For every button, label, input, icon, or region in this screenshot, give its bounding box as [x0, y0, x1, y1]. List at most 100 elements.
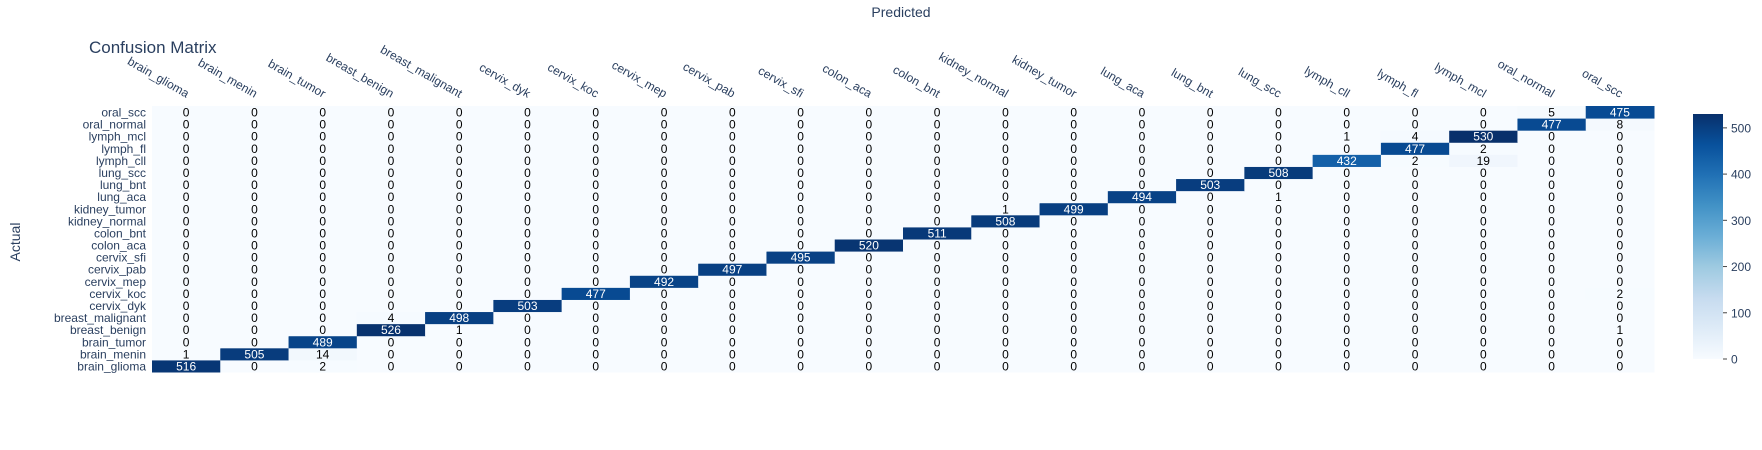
- heatmap-cell: [1517, 347, 1587, 361]
- heatmap-cell: [1585, 299, 1655, 313]
- cell-value-label: 0: [183, 287, 190, 301]
- cell-value-label: 0: [388, 166, 395, 180]
- cell-value-label: 0: [934, 142, 941, 156]
- heatmap-cell: [903, 335, 972, 349]
- heatmap-cell: [629, 226, 699, 240]
- y-tick-label: colon_bnt: [94, 226, 147, 240]
- heatmap-cell: [834, 299, 904, 313]
- cell-value-label: 0: [866, 335, 873, 349]
- heatmap-cell: [903, 214, 972, 228]
- cell-value-label: 0: [251, 178, 258, 192]
- cell-value-label: 0: [388, 190, 395, 204]
- cell-value-label: 0: [661, 190, 668, 204]
- cell-value-label: 0: [1412, 251, 1419, 265]
- cell-value-label: 1: [183, 347, 190, 361]
- heatmap-cell: [356, 226, 426, 240]
- heatmap-cell: [1312, 311, 1382, 325]
- cell-value-label: 0: [866, 226, 873, 240]
- heatmap-cell: [698, 323, 767, 337]
- heatmap-cell: [1517, 106, 1587, 119]
- cell-value-label: 0: [1343, 190, 1350, 204]
- cell-value-label: 4: [1412, 130, 1419, 144]
- cell-value-label: 0: [1070, 154, 1077, 168]
- cell-value-label: 0: [524, 323, 531, 337]
- cell-value-label: 0: [319, 214, 326, 228]
- heatmap-cell: [1585, 239, 1655, 252]
- heatmap-cell: [356, 287, 426, 300]
- heatmap-cell: [1517, 190, 1587, 204]
- colorbar-tick-label: 500: [1731, 121, 1751, 135]
- y-tick-label: kidney_normal: [68, 214, 146, 228]
- heatmap-cell: [766, 263, 836, 276]
- cell-value-label: 477: [1542, 118, 1562, 132]
- heatmap-cell: [1176, 335, 1245, 349]
- cell-value-label: 0: [1275, 118, 1282, 132]
- cell-value-label: 0: [319, 166, 326, 180]
- cell-value-label: 0: [592, 359, 599, 373]
- cell-value-label: 0: [661, 202, 668, 216]
- cell-value-label: 0: [524, 118, 531, 132]
- cell-value-label: 0: [1617, 202, 1624, 216]
- cell-value-label: 0: [1139, 287, 1146, 301]
- heatmap-cell: [698, 118, 767, 131]
- heatmap-cell: [1244, 299, 1314, 313]
- cell-value-label: 0: [1617, 190, 1624, 204]
- y-tick-label: lung_scc: [99, 166, 146, 180]
- heatmap-cell: [1107, 154, 1177, 167]
- heatmap-cell: [903, 347, 972, 361]
- heatmap-cell: [698, 311, 767, 325]
- cell-value-label: 0: [319, 202, 326, 216]
- heatmap-cell: [1244, 118, 1314, 131]
- cell-value-label: 0: [1412, 178, 1419, 192]
- cell-value-label: 0: [1207, 311, 1214, 325]
- cell-value-label: 0: [1617, 214, 1624, 228]
- cell-value-label: 0: [1002, 251, 1009, 265]
- cell-value-label: 0: [661, 226, 668, 240]
- heatmap-cell: [1107, 299, 1177, 313]
- cell-value-label: 0: [1548, 335, 1555, 349]
- cell-value-label: 0: [251, 323, 258, 337]
- cell-value-label: 0: [1548, 347, 1555, 361]
- colorbar-tick-label: 0: [1731, 353, 1738, 367]
- cell-value-label: 503: [1200, 178, 1220, 192]
- heatmap-cell: [629, 190, 699, 204]
- heatmap-cell: [288, 275, 358, 288]
- heatmap-cell: [834, 239, 904, 252]
- heatmap-cell: [425, 202, 494, 216]
- cell-value-label: 0: [1275, 106, 1282, 120]
- cell-value-label: 477: [1405, 142, 1425, 156]
- cell-value-label: 0: [1002, 239, 1009, 253]
- cell-value-label: 0: [797, 359, 804, 373]
- cell-value-label: 0: [592, 142, 599, 156]
- cell-value-label: 0: [1207, 299, 1214, 313]
- heatmap-cell: [288, 263, 358, 276]
- heatmap-cell: [1449, 347, 1518, 361]
- cell-value-label: 0: [524, 130, 531, 144]
- heatmap-cell: [1176, 154, 1245, 167]
- heatmap-cell: [1107, 287, 1177, 300]
- cell-value-label: 0: [388, 335, 395, 349]
- heatmap-cell: [698, 263, 767, 276]
- heatmap-cell: [766, 214, 836, 228]
- cell-value-label: 0: [1275, 214, 1282, 228]
- cell-value-label: 0: [1002, 154, 1009, 168]
- cell-value-label: 0: [1275, 178, 1282, 192]
- cell-value-label: 0: [1070, 166, 1077, 180]
- cell-value-label: 0: [1480, 299, 1487, 313]
- cell-value-label: 14: [316, 347, 330, 361]
- cell-value-label: 0: [456, 287, 463, 301]
- cell-value-label: 0: [1207, 190, 1214, 204]
- heatmap-cell: [561, 335, 631, 349]
- y-tick-label: cervix_pab: [88, 263, 146, 277]
- cell-value-label: 0: [934, 239, 941, 253]
- cell-value-label: 0: [456, 190, 463, 204]
- cell-value-label: 0: [1275, 263, 1282, 277]
- heatmap-cell: [1107, 226, 1177, 240]
- cell-value-label: 0: [1480, 311, 1487, 325]
- cell-value-label: 0: [388, 154, 395, 168]
- heatmap-cell: [220, 251, 290, 264]
- heatmap-cell: [425, 287, 494, 300]
- heatmap-cell: [561, 202, 631, 216]
- cell-value-label: 0: [524, 214, 531, 228]
- heatmap-cell: [356, 275, 426, 288]
